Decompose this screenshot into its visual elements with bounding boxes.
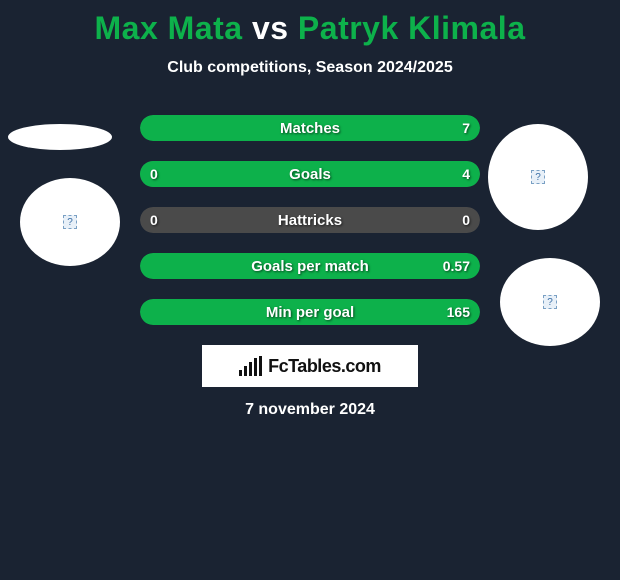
logo-bar-segment xyxy=(259,356,262,376)
fctables-logo: FcTables.com xyxy=(202,345,418,387)
placeholder-icon: ? xyxy=(531,170,545,184)
subtitle: Club competitions, Season 2024/2025 xyxy=(0,59,620,77)
placeholder-icon: ? xyxy=(543,295,557,309)
stat-bar: 0Hattricks0 xyxy=(140,207,480,233)
stat-bar: Goals per match0.57 xyxy=(140,253,480,279)
logo-text: FcTables.com xyxy=(268,356,381,377)
bar-label: Goals xyxy=(140,166,480,183)
title: Max Mata vs Patryk Klimala xyxy=(0,10,620,47)
player2-photo-placeholder: ? xyxy=(488,124,588,230)
title-vs: vs xyxy=(252,10,289,46)
bar-label: Hattricks xyxy=(140,212,480,229)
bar-label: Matches xyxy=(140,120,480,137)
logo-bar-segment xyxy=(249,362,252,376)
stat-bar: Matches7 xyxy=(140,115,480,141)
date: 7 november 2024 xyxy=(0,401,620,419)
player2-club-badge-placeholder: ? xyxy=(500,258,600,346)
placeholder-icon: ? xyxy=(63,215,77,229)
bar-value-right: 4 xyxy=(462,166,470,182)
player2-name: Patryk Klimala xyxy=(298,10,526,46)
decorative-ellipse-left xyxy=(8,124,112,150)
bar-value-right: 7 xyxy=(462,120,470,136)
logo-bars-icon xyxy=(239,356,262,376)
stat-bar: Min per goal165 xyxy=(140,299,480,325)
comparison-infographic: Max Mata vs Patryk Klimala Club competit… xyxy=(0,0,620,580)
player1-name: Max Mata xyxy=(95,10,243,46)
bar-value-right: 0 xyxy=(462,212,470,228)
bar-value-right: 165 xyxy=(447,304,470,320)
stat-bars: Matches70Goals40Hattricks0Goals per matc… xyxy=(140,115,480,325)
bar-label: Min per goal xyxy=(140,304,480,321)
logo-bar-segment xyxy=(239,370,242,376)
logo-bar-segment xyxy=(244,366,247,376)
player1-club-badge-placeholder: ? xyxy=(20,178,120,266)
logo-bar-segment xyxy=(254,358,257,376)
bar-label: Goals per match xyxy=(140,258,480,275)
bar-value-right: 0.57 xyxy=(443,258,470,274)
stat-bar: 0Goals4 xyxy=(140,161,480,187)
